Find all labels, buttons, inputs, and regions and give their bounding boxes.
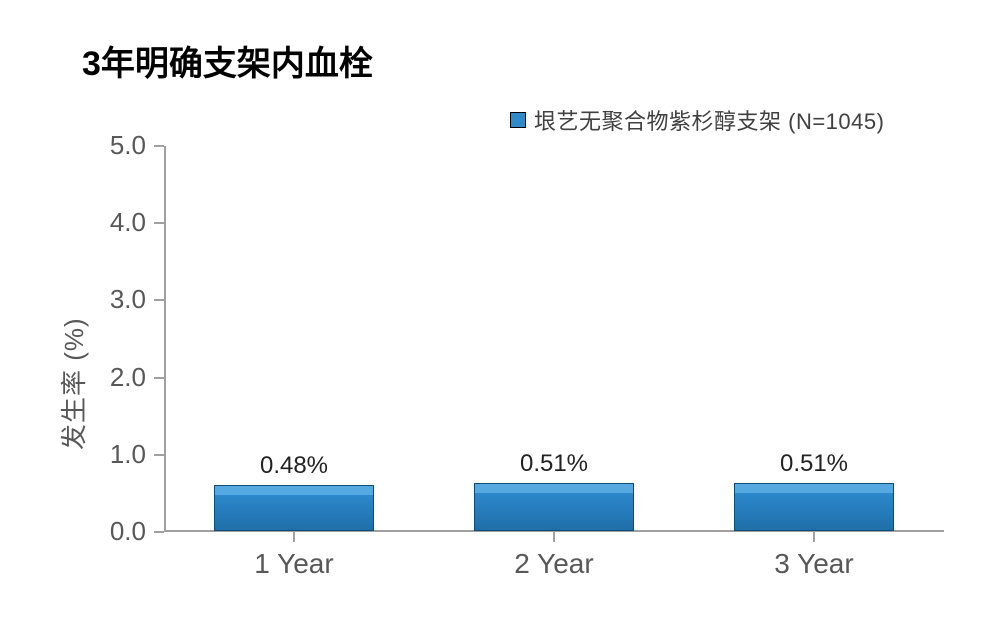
bar-value-label: 0.51% [484,450,624,478]
legend-swatch [510,112,526,128]
y-tick-label: 1.0 [86,439,146,470]
chart-canvas: 3年明确支架内血栓 垠艺无聚合物紫杉醇支架 (N=1045) 发生率 (%) 0… [0,0,1000,628]
bar-top-face [474,483,634,493]
y-tick-label: 5.0 [86,130,146,161]
x-tick-mark [553,532,555,542]
y-tick-mark [154,454,164,456]
x-tick-label: 1 Year [204,548,384,580]
y-tick-mark [154,377,164,379]
y-tick-mark [154,145,164,147]
y-tick-mark [154,222,164,224]
x-tick-label: 2 Year [464,548,644,580]
y-tick-label: 0.0 [86,516,146,547]
bar-value-label: 0.48% [224,452,364,480]
bar [734,492,894,531]
bar [214,494,374,531]
bar-value-label: 0.51% [744,450,884,478]
x-tick-label: 3 Year [724,548,904,580]
y-tick-mark [154,531,164,533]
y-axis-line [164,146,166,532]
y-tick-mark [154,299,164,301]
plot-area: 0.01.02.03.04.05.00.48%1 Year0.51%2 Year… [164,146,944,532]
bar-top-face [214,485,374,495]
legend: 垠艺无聚合物紫杉醇支架 (N=1045) [510,104,884,136]
y-tick-label: 2.0 [86,362,146,393]
y-tick-label: 3.0 [86,284,146,315]
bar-top-face [734,483,894,493]
y-tick-label: 4.0 [86,207,146,238]
x-tick-mark [813,532,815,542]
x-tick-mark [293,532,295,542]
legend-label: 垠艺无聚合物紫杉醇支架 (N=1045) [534,104,884,136]
bar [474,492,634,531]
chart-title: 3年明确支架内血栓 [82,36,373,85]
